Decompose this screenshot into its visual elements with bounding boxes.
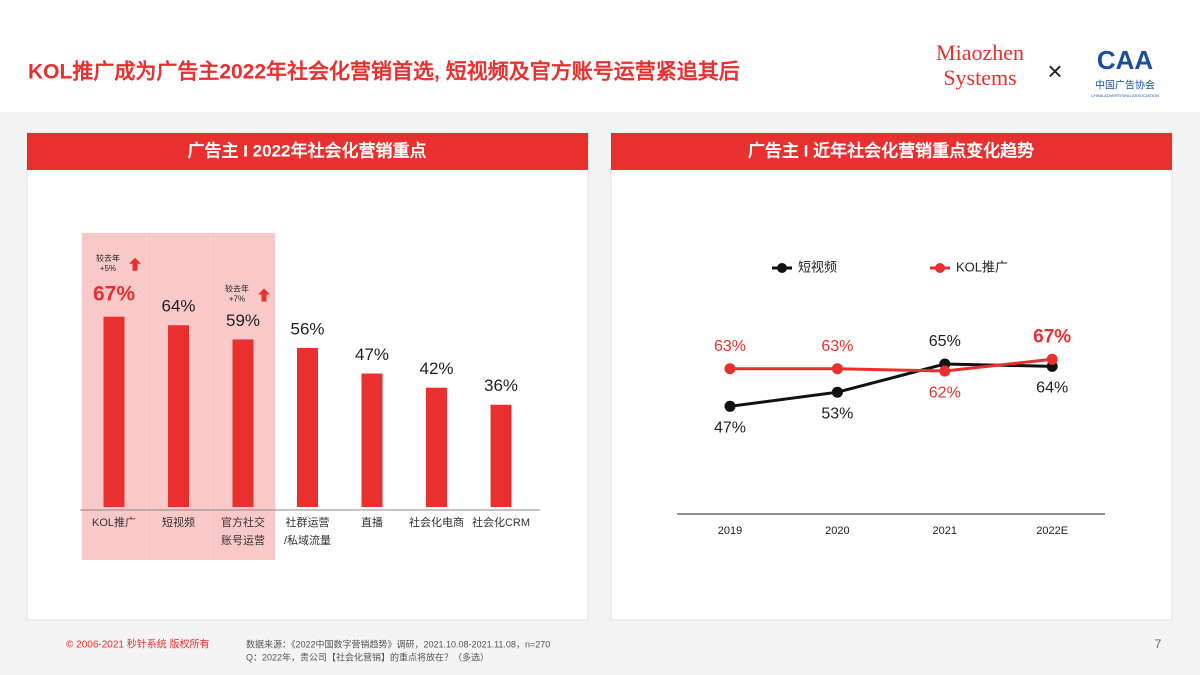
up-arrow: [258, 288, 270, 302]
value-label: 67%: [93, 282, 135, 305]
value-label: 53%: [821, 405, 853, 422]
value-label: 59%: [226, 311, 260, 330]
value-label: 64%: [1036, 380, 1068, 397]
value-label: 64%: [161, 297, 195, 316]
bar: [232, 339, 254, 507]
header-bg: [0, 0, 1200, 112]
point: [1046, 353, 1058, 365]
point: [831, 386, 843, 398]
annotation-label: 较去年: [225, 284, 249, 294]
x-tick-label: 直播: [361, 517, 383, 529]
point: [831, 363, 843, 375]
partner-logo: CAA: [1097, 45, 1154, 75]
value-label: 63%: [821, 338, 853, 355]
bar: [168, 325, 189, 507]
value-label: 36%: [484, 376, 518, 395]
chart-title: 广告主 I 近年社会化营销重点变化趋势: [748, 140, 1034, 160]
x-tick-label: 社会化电商: [409, 517, 464, 529]
point: [939, 365, 951, 377]
x-tick-label: 社群运营 /私域流量: [283, 517, 332, 547]
partner-name: 中国广告协会: [1095, 79, 1155, 92]
question: Q：2022年，贵公司【社会化营销】的重点将放在？（多选）: [246, 651, 489, 662]
page-title: KOL推广成为广告主2022年社会化营销首选, 短视频及官方账号运营紧追其后: [28, 60, 740, 84]
copyright: © 2006-2021 秒针系统 版权所有: [66, 638, 210, 651]
value-label: 65%: [929, 333, 961, 350]
x-tick-label: 2019: [718, 525, 742, 537]
x-tick-label: 短视频: [162, 517, 195, 529]
annotation-change: +7%: [229, 295, 245, 304]
panel-header: [611, 133, 1172, 170]
value-label: 42%: [419, 359, 453, 378]
annotation-change: +5%: [100, 264, 116, 273]
bar: [361, 373, 383, 507]
x-tick-label: 2022E: [1036, 525, 1068, 537]
bar: [297, 347, 318, 507]
panel-header: [27, 133, 588, 170]
separator: ×: [1047, 56, 1062, 86]
bar: [426, 387, 447, 507]
value-label: 47%: [714, 420, 746, 437]
logo: Miaozhen: [936, 40, 1024, 65]
bar: [103, 316, 125, 507]
legend-marker: [777, 263, 787, 273]
annotation-label: 较去年: [96, 253, 120, 263]
value-label: 47%: [355, 345, 389, 364]
value-label: 62%: [929, 384, 961, 401]
logo: Systems: [943, 65, 1016, 90]
value-label: 67%: [1033, 326, 1071, 347]
x-tick-label: 社会化CRM: [471, 517, 531, 529]
point: [724, 363, 736, 375]
partner-name-en: CHINA ADVERTISING ASSOCIATION: [1091, 93, 1159, 98]
series-line: [730, 357, 1053, 373]
x-tick-label: 2020: [825, 525, 849, 537]
legend-label: 短视频: [798, 259, 837, 274]
page-number: 7: [1155, 637, 1162, 651]
x-tick-label: 官方社交 账号运营: [221, 517, 265, 547]
source: 数据来源：《2022中国数字营销趋势》调研，2021.10.08-2021.11…: [246, 638, 550, 649]
value-label: 56%: [290, 319, 324, 338]
value-label: 63%: [714, 338, 746, 355]
x-tick-label: KOL推广: [91, 517, 136, 529]
legend-label: KOL推广: [956, 259, 1008, 274]
bar: [490, 404, 512, 507]
chart-title: 广告主 I 2022年社会化营销重点: [188, 140, 427, 160]
up-arrow: [129, 257, 141, 271]
x-tick-label: 2021: [933, 525, 957, 537]
legend-marker: [935, 263, 945, 273]
point: [724, 400, 736, 412]
